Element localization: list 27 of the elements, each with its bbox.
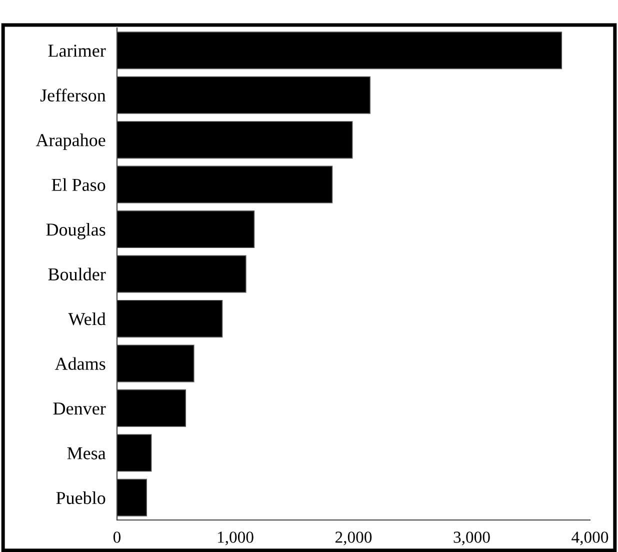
bar: [117, 389, 186, 427]
y-tick-label: Larimer: [48, 44, 106, 57]
y-tick-label: Pueblo: [56, 491, 106, 504]
x-tick-label: 0: [113, 532, 121, 543]
x-tick-label: 4,000: [572, 532, 608, 546]
y-tick-label: Adams: [54, 357, 106, 370]
y-tick-label: Mesa: [67, 447, 106, 460]
y-tick-label: Weld: [68, 312, 106, 326]
x-tick-label: 3,000: [454, 532, 490, 546]
bar: [117, 121, 353, 159]
y-tick-label: Boulder: [48, 268, 106, 280]
bar: [117, 434, 152, 472]
bar: [117, 344, 194, 382]
bar: [117, 210, 255, 248]
bar: [117, 300, 223, 338]
bar: [117, 478, 147, 516]
y-tick-label: Jefferson: [40, 88, 106, 102]
x-tick-label: 1,000: [218, 532, 254, 546]
bar: [117, 32, 562, 70]
bar: [117, 255, 246, 293]
y-tick-label: El Paso: [52, 178, 106, 191]
bar: [117, 166, 333, 204]
x-tick-label: 2,000: [335, 532, 372, 546]
y-tick-label: Arapahoe: [36, 134, 106, 150]
y-tick-label: Douglas: [46, 223, 106, 240]
y-tick-label: Denver: [53, 402, 106, 415]
bar: [117, 76, 370, 114]
